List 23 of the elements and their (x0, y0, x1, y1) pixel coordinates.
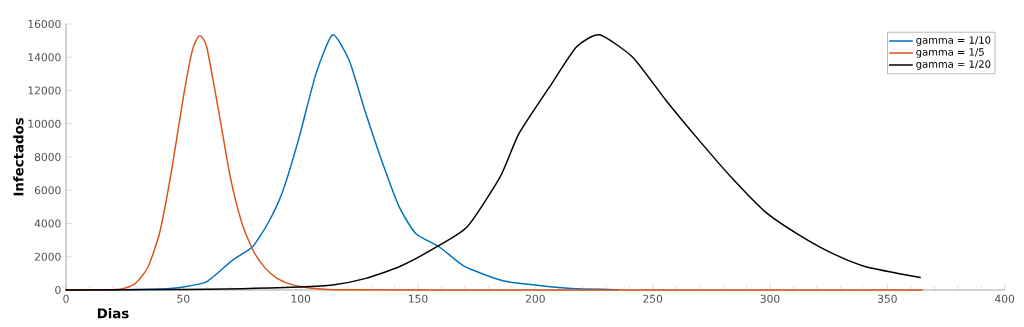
y-tick-label: 12000 (28, 86, 61, 95)
x-tick-label: 350 (877, 294, 897, 303)
x-tick-label: 50 (177, 294, 190, 303)
y-tick-label: 2000 (34, 252, 61, 261)
x-tick-label: 200 (525, 294, 545, 303)
x-axis-title: Dias (97, 308, 129, 319)
y-tick-label: 10000 (28, 119, 61, 128)
x-tick-label: 400 (995, 294, 1015, 303)
y-tick-label: 4000 (34, 219, 61, 228)
x-tick-label: 0 (63, 294, 69, 303)
legend-label: gamma = 1/20 (916, 60, 991, 70)
y-tick-label: 14000 (28, 53, 61, 62)
x-tick-label: 150 (409, 294, 428, 303)
legend-label: gamma = 1/5 (916, 48, 984, 58)
y-axis-title: Infectados (13, 118, 24, 196)
y-tick-label: 6000 (34, 186, 61, 195)
x-tick-label: 100 (291, 294, 311, 303)
y-tick-label: 16000 (28, 19, 61, 29)
y-tick-label: 8000 (34, 152, 61, 162)
x-tick-label: 250 (643, 294, 663, 303)
legend-label: gamma = 1/10 (916, 36, 991, 46)
y-tick-label: 0 (55, 285, 61, 295)
x-tick-label: 300 (760, 294, 780, 303)
